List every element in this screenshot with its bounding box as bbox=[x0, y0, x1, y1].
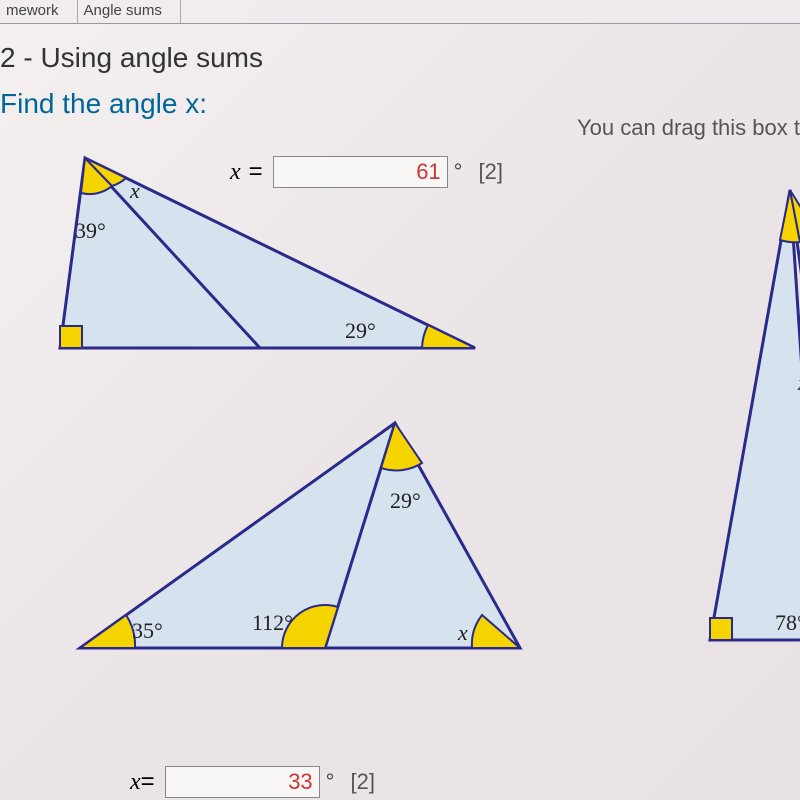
answer-input-1[interactable] bbox=[273, 156, 448, 188]
equals-2: = bbox=[141, 768, 155, 796]
var-x-1: x bbox=[230, 159, 241, 186]
label-78: 78° bbox=[775, 610, 800, 635]
triangle-2: 29° 35° 112° x bbox=[60, 408, 540, 668]
label-x-2: x bbox=[457, 620, 468, 645]
points-1: [2] bbox=[478, 159, 502, 185]
question-prompt: Find the angle x: bbox=[0, 88, 207, 120]
tab-homework[interactable]: mework bbox=[0, 0, 78, 23]
drag-hint: You can drag this box t bbox=[577, 115, 800, 141]
problem-1: 39° x 29° x = ° [2] bbox=[0, 138, 800, 378]
problem-3: x 78° bbox=[700, 180, 800, 660]
triangle-3: x 78° bbox=[700, 180, 800, 660]
answer-2: x = ° [2] bbox=[130, 766, 375, 798]
label-29-1: 29° bbox=[345, 318, 376, 343]
label-39: 39° bbox=[75, 218, 106, 243]
degree-1: ° bbox=[454, 159, 463, 185]
answer-1: x = ° [2] bbox=[230, 156, 503, 188]
answer-input-2[interactable] bbox=[165, 766, 320, 798]
page-title: 2 - Using angle sums bbox=[0, 42, 800, 74]
label-x-1: x bbox=[129, 178, 140, 203]
tabs: mework Angle sums bbox=[0, 0, 800, 24]
points-2: [2] bbox=[350, 769, 374, 795]
problem-2: 29° 35° 112° x bbox=[0, 408, 800, 668]
label-29-2: 29° bbox=[390, 488, 421, 513]
tab-angle-sums[interactable]: Angle sums bbox=[78, 0, 181, 23]
var-x-2: x bbox=[130, 769, 141, 796]
degree-2: ° bbox=[326, 769, 335, 795]
label-35: 35° bbox=[132, 618, 163, 643]
label-112: 112° bbox=[252, 610, 293, 635]
equals-1: = bbox=[249, 158, 263, 186]
